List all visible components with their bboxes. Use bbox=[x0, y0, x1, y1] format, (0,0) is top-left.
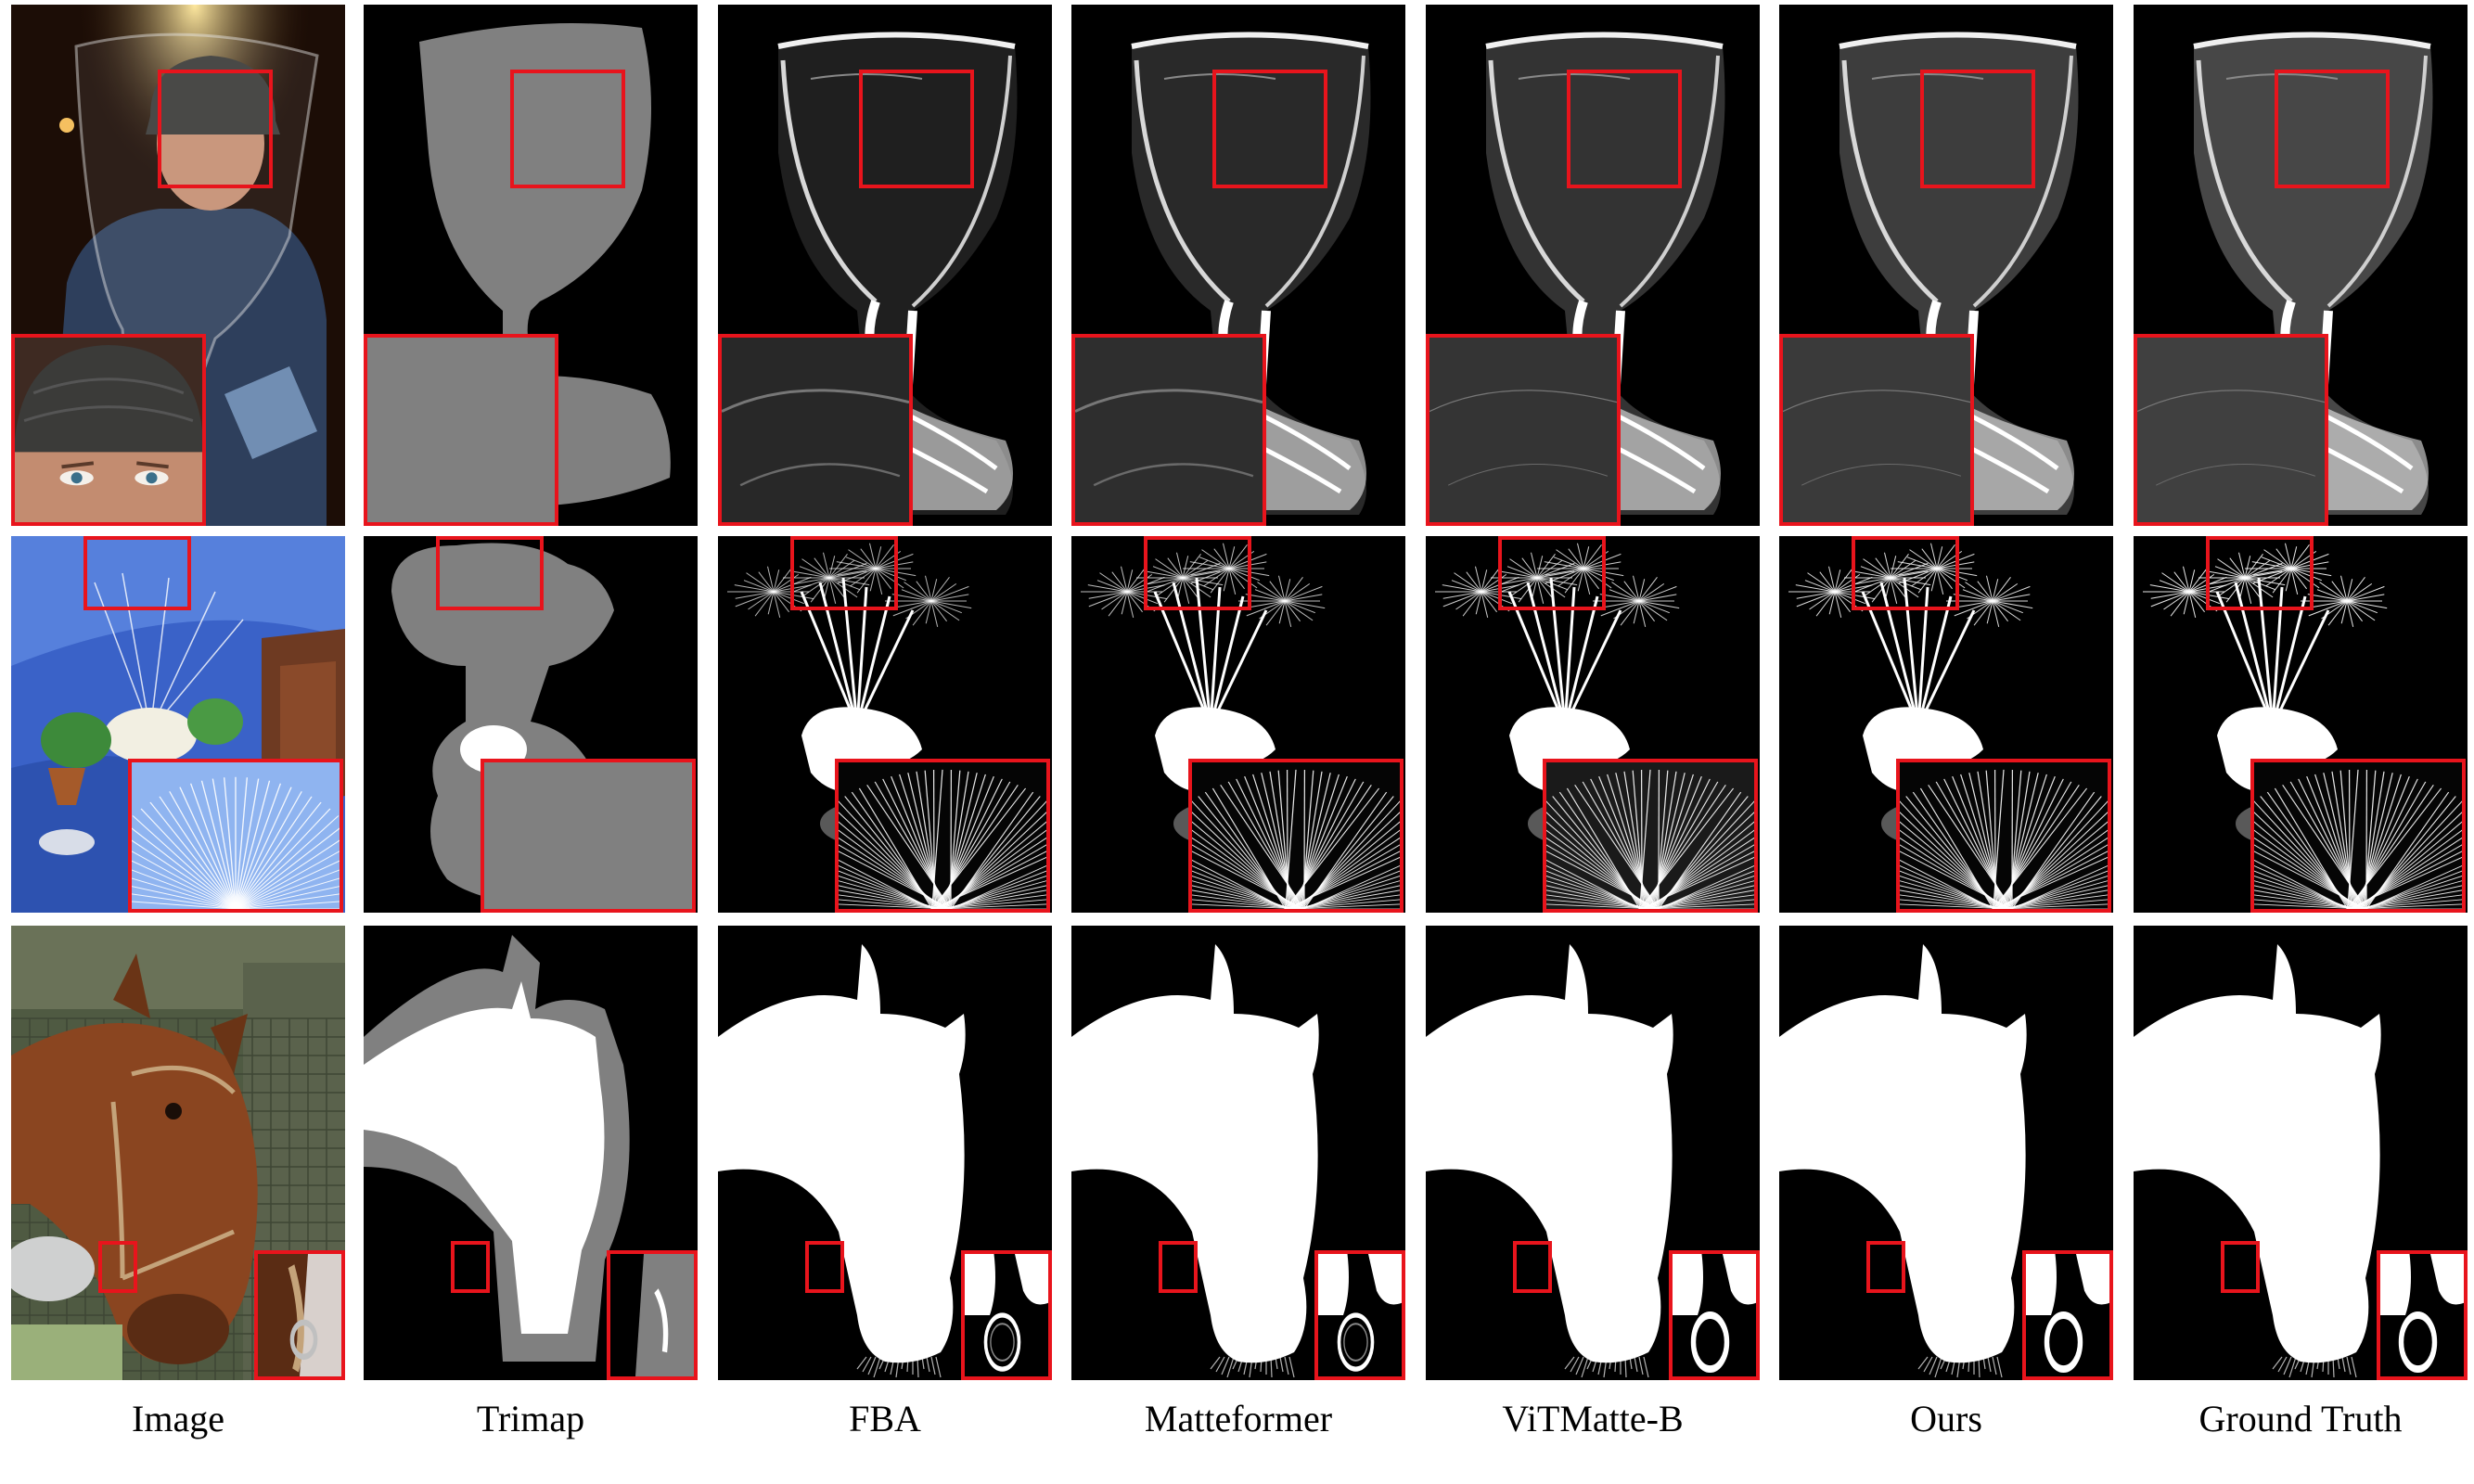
horse-gt-zoom-region bbox=[2221, 1241, 2260, 1293]
glass-ours-zoom-region bbox=[1920, 70, 2035, 188]
dandelion-fba-panel bbox=[718, 536, 1052, 913]
horse-fba-zoom-inset bbox=[961, 1250, 1052, 1380]
glass-gt-zoom-region bbox=[2275, 70, 2390, 188]
horse-matteformer-zoom-region bbox=[1159, 1241, 1198, 1293]
dandelion-matteformer-zoom-region bbox=[1144, 536, 1251, 610]
horse-ours-zoom-inset bbox=[2022, 1250, 2113, 1380]
glass-fba-panel bbox=[718, 5, 1052, 526]
horse-fba-panel bbox=[718, 926, 1052, 1380]
glass-gt-panel bbox=[2134, 5, 2468, 526]
glass-image-zoom-region bbox=[158, 70, 273, 188]
dandelion-vitmatte-zoom-region bbox=[1498, 536, 1606, 610]
horse-vitmatte-panel bbox=[1426, 926, 1760, 1380]
horse-image-zoom-region bbox=[98, 1241, 137, 1293]
dandelion-trimap-zoom-inset bbox=[481, 759, 696, 913]
dandelion-gt-zoom-inset bbox=[2250, 759, 2466, 913]
glass-image-panel bbox=[11, 5, 345, 526]
glass-ours-zoom-inset bbox=[1779, 334, 1974, 526]
dandelion-fba-zoom-inset bbox=[835, 759, 1050, 913]
glass-matteformer-zoom-region bbox=[1212, 70, 1327, 188]
horse-image-zoom-inset bbox=[254, 1250, 345, 1380]
dandelion-ours-panel bbox=[1779, 536, 2113, 913]
dandelion-trimap-zoom-region bbox=[436, 536, 544, 610]
glass-vitmatte-zoom-inset bbox=[1426, 334, 1621, 526]
horse-trimap-zoom-region bbox=[451, 1241, 490, 1293]
glass-trimap-panel bbox=[364, 5, 698, 526]
glass-matteformer-panel bbox=[1071, 5, 1405, 526]
horse-vitmatte-zoom-region bbox=[1513, 1241, 1552, 1293]
horse-ours-panel bbox=[1779, 926, 2113, 1380]
column-label-fba: FBA bbox=[849, 1398, 921, 1439]
horse-matteformer-panel bbox=[1071, 926, 1405, 1380]
glass-image-zoom-inset bbox=[11, 334, 206, 526]
glass-matteformer-zoom-inset bbox=[1071, 334, 1266, 526]
glass-trimap-zoom-region bbox=[510, 70, 625, 188]
horse-vitmatte-zoom-inset bbox=[1669, 1250, 1760, 1380]
horse-ours-zoom-region bbox=[1866, 1241, 1905, 1293]
glass-trimap-zoom-inset bbox=[364, 334, 558, 526]
column-label-trimap: Trimap bbox=[476, 1398, 585, 1439]
horse-trimap-zoom-inset bbox=[607, 1250, 698, 1380]
glass-fba-zoom-inset bbox=[718, 334, 913, 526]
glass-ours-panel bbox=[1779, 5, 2113, 526]
glass-vitmatte-zoom-region bbox=[1567, 70, 1682, 188]
dandelion-matteformer-zoom-inset bbox=[1188, 759, 1404, 913]
horse-gt-panel bbox=[2134, 926, 2468, 1380]
dandelion-image-panel bbox=[11, 536, 345, 913]
horse-trimap-panel bbox=[364, 926, 698, 1380]
dandelion-matteformer-panel bbox=[1071, 536, 1405, 913]
glass-fba-zoom-region bbox=[859, 70, 974, 188]
column-label-vitmatte: ViTMatte-B bbox=[1502, 1398, 1684, 1439]
dandelion-gt-zoom-region bbox=[2206, 536, 2314, 610]
dandelion-ours-zoom-region bbox=[1852, 536, 1959, 610]
glass-gt-zoom-inset bbox=[2134, 334, 2328, 526]
dandelion-trimap-panel bbox=[364, 536, 698, 913]
column-label-gt: Ground Truth bbox=[2198, 1398, 2403, 1439]
horse-fba-zoom-region bbox=[805, 1241, 844, 1293]
column-label-ours: Ours bbox=[1910, 1398, 1982, 1439]
horse-image-panel bbox=[11, 926, 345, 1380]
dandelion-image-zoom-region bbox=[83, 536, 191, 610]
glass-vitmatte-panel bbox=[1426, 5, 1760, 526]
dandelion-image-zoom-inset bbox=[128, 759, 343, 913]
dandelion-vitmatte-zoom-inset bbox=[1543, 759, 1758, 913]
dandelion-vitmatte-panel bbox=[1426, 536, 1760, 913]
dandelion-gt-panel bbox=[2134, 536, 2468, 913]
column-label-matteformer: Matteformer bbox=[1144, 1398, 1333, 1439]
horse-gt-zoom-inset bbox=[2377, 1250, 2468, 1380]
dandelion-ours-zoom-inset bbox=[1896, 759, 2111, 913]
horse-matteformer-zoom-inset bbox=[1314, 1250, 1405, 1380]
dandelion-fba-zoom-region bbox=[790, 536, 898, 610]
column-label-image: Image bbox=[132, 1398, 224, 1439]
